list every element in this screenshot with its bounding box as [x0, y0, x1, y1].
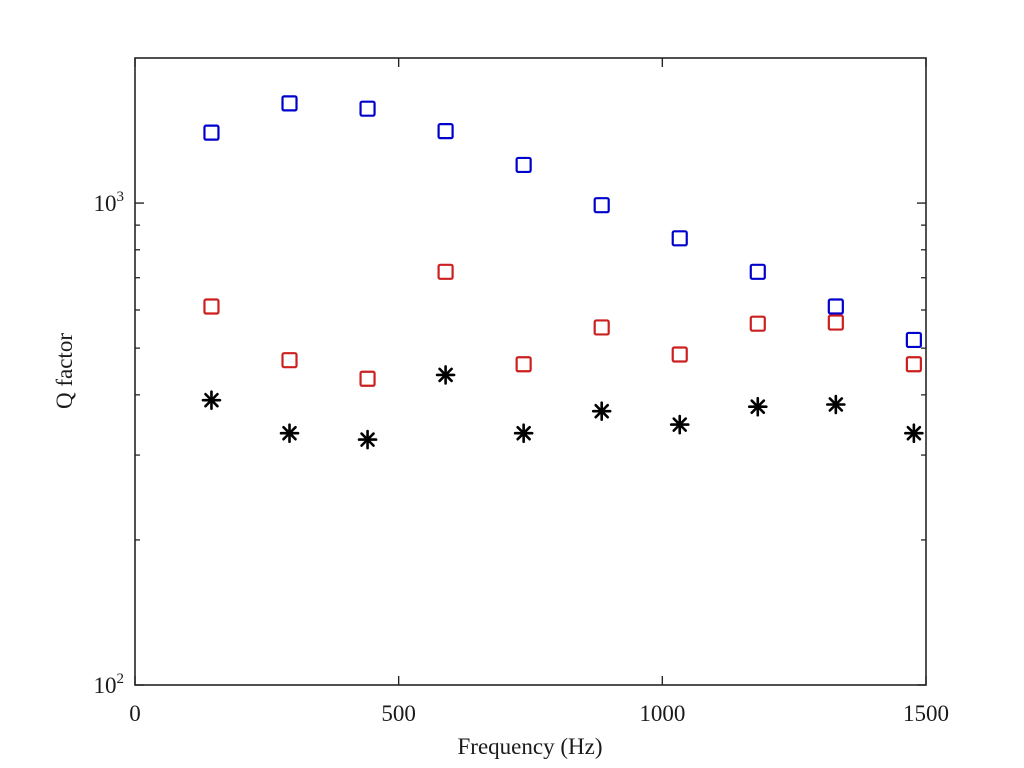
- series-2-point: [281, 352, 298, 369]
- series-2-point: [359, 370, 376, 387]
- x-axis-label: Frequency (Hz): [458, 734, 603, 759]
- x-tick-label: 500: [381, 701, 416, 726]
- series-3-point: [747, 396, 768, 417]
- series-1-point: [203, 124, 220, 141]
- series-3-point: [279, 423, 300, 444]
- series-2-point: [437, 263, 454, 280]
- y-tick-exponent: 3: [117, 189, 125, 205]
- series-1-point: [827, 298, 844, 315]
- series-1-point: [437, 123, 454, 140]
- x-tick-label: 1000: [639, 701, 685, 726]
- series-3-point: [201, 390, 222, 410]
- y-axis-minor-ticks: [135, 224, 926, 541]
- y-axis-label: Q factor: [52, 333, 77, 409]
- series-2-point: [827, 314, 844, 331]
- series-3-point: [435, 365, 456, 385]
- y-tick-exponent: 2: [117, 671, 125, 687]
- x-tick-label: 0: [129, 701, 141, 726]
- series-2-point: [749, 315, 766, 332]
- series-3-point: [669, 414, 690, 435]
- series-1-point: [515, 156, 532, 174]
- series-1-point: [905, 331, 922, 349]
- series-1-point: [281, 95, 298, 112]
- series-3-point: [357, 429, 378, 450]
- series-1-point: [671, 230, 688, 247]
- y-axis-major-ticks: [135, 202, 926, 686]
- series-2-point: [515, 356, 532, 373]
- series-3-point: [826, 394, 846, 415]
- series-3-point: [904, 423, 924, 444]
- x-axis-ticks: [134, 58, 927, 685]
- series-1-point: [593, 197, 610, 214]
- series-2-point: [905, 356, 922, 373]
- series-3-point: [513, 423, 534, 444]
- x-tick-label: 1500: [903, 701, 949, 726]
- y-tick-base: 10: [94, 673, 117, 698]
- series-2-point: [671, 346, 688, 363]
- data-markers: [201, 95, 924, 450]
- y-tick-base: 10: [94, 191, 117, 216]
- series-3-point: [591, 401, 612, 421]
- series-1-point: [359, 100, 376, 117]
- y-tick-label: 103: [94, 189, 125, 216]
- series-2-point: [593, 319, 610, 336]
- series-2-point: [203, 298, 220, 315]
- y-tick-label: 102: [94, 671, 125, 698]
- x-axis-tick-labels: 0 500 1000 1500: [129, 701, 949, 726]
- series-1-point: [749, 263, 766, 280]
